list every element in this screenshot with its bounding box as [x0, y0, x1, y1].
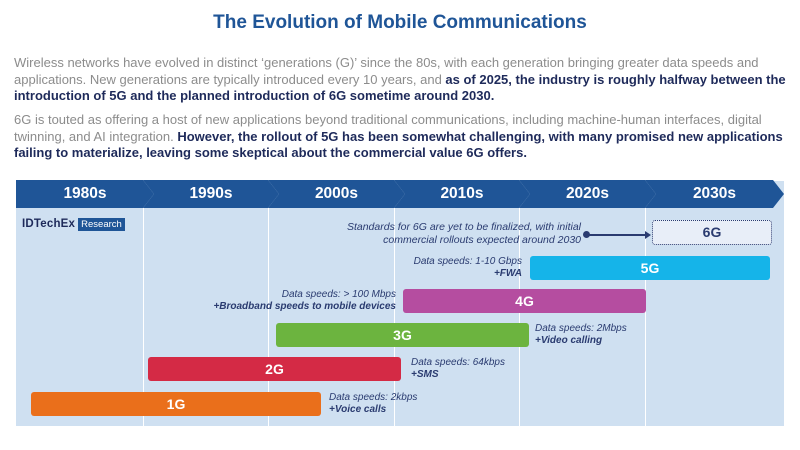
note-1g: Data speeds: 2kbps +Voice calls	[329, 392, 529, 416]
feature-1g: +Voice calls	[329, 404, 387, 415]
divider	[645, 207, 646, 426]
decade-2000s: 2000s	[268, 180, 405, 208]
bar-3g: 3G	[276, 323, 529, 347]
feature-4g: +Broadband speeds to mobile devices	[213, 301, 396, 312]
intro-highlight: as of 2025, the industry is roughly half…	[14, 71, 786, 104]
intro-paragraph: Wireless networks have evolved in distin…	[14, 55, 789, 105]
timeline: 1980s 1990s 2000s 2010s 2020s 2030s IDTe…	[16, 181, 784, 426]
note-2g: Data speeds: 64kbps +SMS	[411, 357, 611, 381]
connector-line	[587, 234, 649, 236]
speed-2g: Data speeds: 64kbps	[411, 357, 505, 368]
decade-1980s: 1980s	[16, 180, 154, 208]
logo-name: IDTechEx	[22, 218, 76, 230]
bar-6g: 6G	[652, 220, 772, 245]
feature-2g: +SMS	[411, 369, 439, 380]
arrow-right-icon	[645, 231, 651, 239]
page-title: The Evolution of Mobile Communications	[213, 12, 587, 33]
note-4g: Data speeds: > 100 Mbps +Broadband speed…	[166, 289, 396, 313]
feature-5g: +FWA	[493, 268, 522, 279]
sixg-note: Standards for 6G are yet to be finalized…	[316, 221, 581, 247]
connector-dot	[583, 231, 590, 238]
decade-2010s: 2010s	[394, 180, 530, 208]
sixg-note-line1: Standards for 6G are yet to be finalized…	[346, 221, 581, 233]
intro-text: Wireless networks have evolved in distin…	[14, 55, 759, 87]
bar-4g: 4G	[403, 289, 646, 313]
note-5g: Data speeds: 1-10 Gbps +FWA	[316, 256, 522, 280]
speed-3g: Data speeds: 2Mbps	[535, 323, 627, 334]
divider	[143, 207, 144, 426]
divider	[519, 207, 520, 426]
divider	[268, 207, 269, 426]
sixg-text: 6G is touted as offering a host of new a…	[14, 112, 762, 144]
sixg-highlight: However, the rollout of 5G has been some…	[14, 128, 783, 161]
bar-1g: 1G	[31, 392, 321, 416]
sixg-note-line2: commercial rollouts expected around 2030	[383, 234, 581, 246]
speed-5g: Data speeds: 1-10 Gbps	[413, 256, 522, 267]
bar-5g: 5G	[530, 256, 770, 280]
divider	[394, 207, 395, 426]
decade-2030s: 2030s	[645, 180, 784, 208]
decade-1990s: 1990s	[143, 180, 279, 208]
idtechex-logo: IDTechEx Research	[22, 217, 125, 231]
feature-3g: +Video calling	[535, 335, 603, 346]
note-3g: Data speeds: 2Mbps +Video calling	[535, 323, 735, 347]
bar-2g: 2G	[148, 357, 401, 381]
speed-4g: Data speeds: > 100 Mbps	[281, 289, 396, 300]
speed-1g: Data speeds: 2kbps	[329, 392, 418, 403]
sixg-paragraph: 6G is touted as offering a host of new a…	[14, 112, 789, 162]
decade-2020s: 2020s	[519, 180, 656, 208]
logo-tag: Research	[78, 217, 125, 231]
